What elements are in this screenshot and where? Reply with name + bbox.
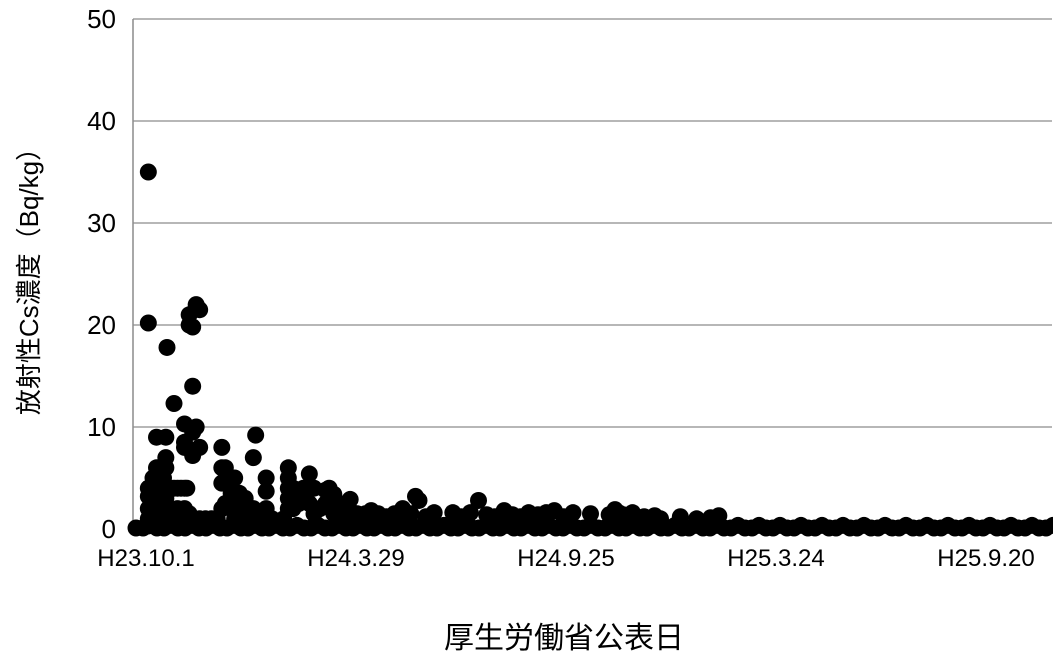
y-tick-label: 50 <box>87 4 116 34</box>
data-point <box>184 318 202 336</box>
data-point <box>244 449 262 467</box>
data-point <box>582 505 599 523</box>
data-point <box>410 491 428 509</box>
data-point <box>226 469 244 487</box>
data-point <box>257 482 275 500</box>
data-markers <box>127 163 1053 537</box>
data-point <box>425 504 443 522</box>
gridlines <box>133 18 1052 428</box>
data-point <box>178 479 196 497</box>
data-point <box>652 510 669 528</box>
data-point <box>688 510 706 528</box>
y-tick-label: 40 <box>87 106 116 136</box>
data-point <box>191 301 209 319</box>
y-axis-title: 放射性Cs濃度（Bq/kg） <box>14 135 44 415</box>
y-tick-label: 20 <box>87 310 116 340</box>
y-tick-label: 10 <box>87 412 116 442</box>
data-point <box>165 395 183 413</box>
data-point <box>325 485 343 503</box>
x-tick-labels: H23.10.1 H24.3.29 H24.9.25 H25.3.24 H25.9.20 <box>97 545 1034 572</box>
data-point <box>158 338 176 356</box>
x-axis-title: 厚生労働省公表日 <box>444 622 684 655</box>
axes <box>132 19 1052 530</box>
data-point <box>184 377 202 395</box>
data-point <box>213 438 231 456</box>
data-point <box>564 504 582 522</box>
data-point <box>402 505 420 523</box>
x-tick-label: H24.9.25 <box>517 545 614 572</box>
data-point <box>710 507 728 525</box>
data-point <box>257 469 275 487</box>
data-point-baseline <box>1044 516 1053 534</box>
x-tick-label: H24.3.29 <box>307 545 404 572</box>
data-point <box>139 314 157 332</box>
data-point <box>671 508 689 526</box>
data-point <box>157 428 175 446</box>
data-point <box>157 459 175 477</box>
y-tick-label: 30 <box>87 208 116 238</box>
data-point <box>139 163 157 181</box>
data-point <box>461 504 479 522</box>
y-tick-labels: 0 10 20 30 40 50 <box>87 4 116 544</box>
data-point <box>187 418 205 436</box>
x-tick-label: H25.3.24 <box>727 545 824 572</box>
data-point <box>247 426 265 444</box>
data-point <box>470 491 487 509</box>
x-tick-label: H23.10.1 <box>97 545 194 572</box>
x-tick-label: H25.9.20 <box>937 545 1034 572</box>
y-tick-label: 0 <box>102 514 116 544</box>
data-point <box>191 438 209 456</box>
data-point <box>300 465 318 483</box>
